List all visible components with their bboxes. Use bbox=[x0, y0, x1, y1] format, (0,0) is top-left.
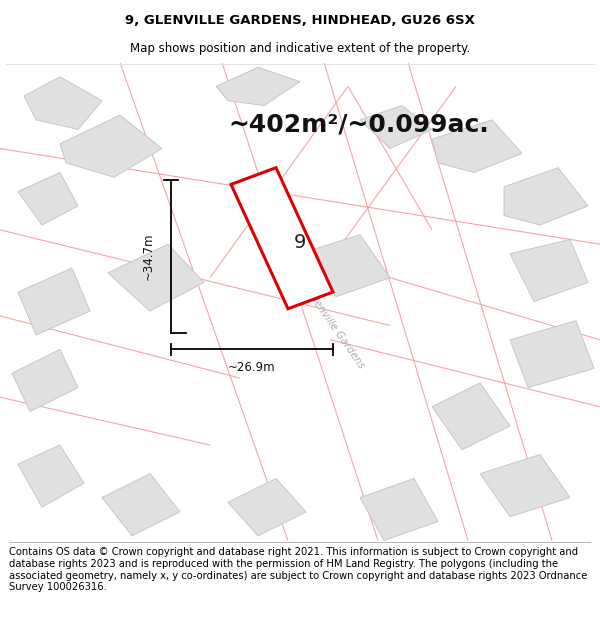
Polygon shape bbox=[360, 106, 432, 149]
Text: Glenville Gardens: Glenville Gardens bbox=[305, 290, 367, 371]
Polygon shape bbox=[510, 239, 588, 301]
Polygon shape bbox=[432, 383, 510, 450]
Text: ~26.9m: ~26.9m bbox=[228, 361, 276, 374]
Polygon shape bbox=[300, 234, 390, 297]
Text: Contains OS data © Crown copyright and database right 2021. This information is : Contains OS data © Crown copyright and d… bbox=[9, 548, 587, 592]
Text: 9, GLENVILLE GARDENS, HINDHEAD, GU26 6SX: 9, GLENVILLE GARDENS, HINDHEAD, GU26 6SX bbox=[125, 14, 475, 26]
Polygon shape bbox=[12, 349, 78, 411]
Text: Map shows position and indicative extent of the property.: Map shows position and indicative extent… bbox=[130, 42, 470, 55]
Polygon shape bbox=[360, 479, 438, 541]
Polygon shape bbox=[24, 77, 102, 129]
Polygon shape bbox=[18, 268, 90, 335]
Polygon shape bbox=[504, 168, 588, 225]
Polygon shape bbox=[432, 120, 522, 172]
Polygon shape bbox=[108, 244, 204, 311]
Polygon shape bbox=[18, 173, 78, 225]
Polygon shape bbox=[228, 479, 306, 536]
Text: ~402m²/~0.099ac.: ~402m²/~0.099ac. bbox=[228, 112, 489, 137]
Text: ~34.7m: ~34.7m bbox=[142, 232, 155, 280]
Polygon shape bbox=[102, 474, 180, 536]
Polygon shape bbox=[480, 454, 570, 517]
Polygon shape bbox=[231, 168, 333, 309]
Polygon shape bbox=[18, 445, 84, 507]
Text: 9: 9 bbox=[294, 234, 306, 253]
Polygon shape bbox=[60, 115, 162, 178]
Polygon shape bbox=[216, 68, 300, 106]
Polygon shape bbox=[510, 321, 594, 388]
